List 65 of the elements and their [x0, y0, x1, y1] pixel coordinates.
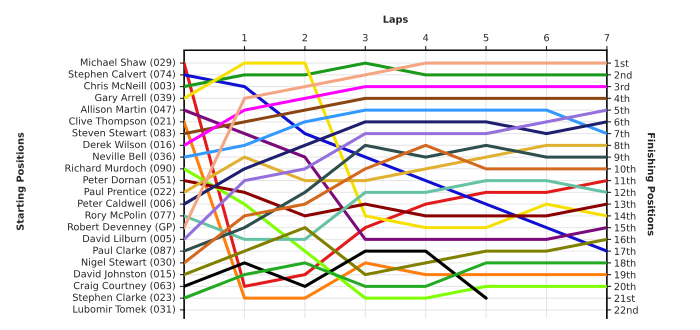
y2-tick-label: 19th	[614, 270, 636, 278]
y2-tick-label: 9th	[614, 153, 630, 161]
x-tick-label: 6	[544, 34, 549, 42]
line-series	[184, 62, 607, 230]
series-label: Steven Stewart (083)	[72, 128, 175, 138]
line-series	[184, 120, 607, 206]
y2-tick-label: 21st	[614, 294, 635, 302]
y2-tick-label: 5th	[614, 106, 630, 114]
line-series	[184, 179, 607, 241]
series-label: Clive Thompson (021)	[69, 117, 175, 127]
y2-tick-label: 4th	[614, 94, 630, 102]
y2-tick-label: 3rd	[614, 82, 630, 90]
x-axis-title: Laps	[384, 16, 408, 25]
line-series	[184, 108, 607, 159]
y2-tick-label: 14th	[614, 212, 636, 220]
y2-tick-label: 8th	[614, 142, 630, 150]
text: Starting Positions	[16, 132, 26, 230]
x-tick-label: 1	[242, 34, 247, 42]
series-label: David Lilburn (005)	[83, 234, 175, 244]
series-label: Paul Prentice (022)	[84, 188, 175, 196]
series-label: Stephen Calvert (074)	[68, 70, 175, 80]
series-label: Allison Martin (047)	[80, 105, 175, 114]
y2-tick-label: 16th	[614, 236, 636, 244]
y2-axis-title: Finishing Positions	[646, 133, 656, 236]
series-label: Michael Shaw (029)	[80, 58, 175, 68]
y2-tick-label: 6th	[614, 118, 630, 126]
x-tick-label: 4	[423, 34, 428, 42]
series-label: Craig Courtney (063)	[74, 282, 175, 292]
y2-tick-label: 2nd	[614, 71, 632, 79]
line-series	[184, 96, 607, 136]
text: Lubomir Tomek (031)	[73, 305, 175, 314]
series-label: Richard Murdoch (090)	[65, 164, 175, 173]
y2-tick-label: 11th	[614, 176, 636, 184]
series-label: Robert Devenney (GP)	[68, 222, 175, 232]
y2-tick-label: 18th	[614, 259, 636, 267]
line-series	[184, 85, 607, 147]
line-series	[184, 144, 607, 194]
series-label: Peter Caldwell (006)	[78, 199, 175, 208]
x-tick-label: 3	[362, 34, 368, 42]
series-label: David Johnston (015)	[74, 270, 175, 280]
y2-tick-label: 22nd	[614, 306, 638, 314]
x-tick-label: 7	[604, 34, 610, 42]
y2-tick-label: 1st	[614, 60, 629, 67]
x-tick-label: 5	[484, 34, 488, 42]
series-label: Paul Clarke (087)	[93, 246, 175, 256]
line-series	[184, 226, 607, 276]
series-label: Rory McPolin (077)	[86, 211, 175, 221]
y2-tick-label: 15th	[614, 224, 636, 232]
series-label: Peter Dornan (051)	[84, 176, 175, 185]
series-label: Nigel Stewart (030)	[82, 258, 175, 268]
x-tick-label: 2	[302, 34, 308, 42]
series-label: Derek Wilson (016)	[84, 140, 175, 150]
y2-tick-label: 20th	[614, 282, 636, 290]
y2-tick-label: 10th	[614, 165, 636, 173]
y2-tick-label: 12th	[614, 188, 636, 196]
y2-tick-label: 13th	[614, 200, 636, 208]
line-series	[184, 108, 607, 241]
y2-tick-label: 17th	[614, 247, 636, 255]
line-series	[184, 179, 607, 218]
line-series	[184, 261, 607, 300]
series-label: Chris McNeill (003)	[84, 82, 175, 91]
y2-tick-label: 7th	[614, 130, 630, 138]
series-label: Stephen Clarke (023)	[72, 293, 175, 303]
series-label: Gary Arrell (039)	[95, 94, 175, 104]
series-label: Neville Bell (036)	[93, 152, 175, 162]
